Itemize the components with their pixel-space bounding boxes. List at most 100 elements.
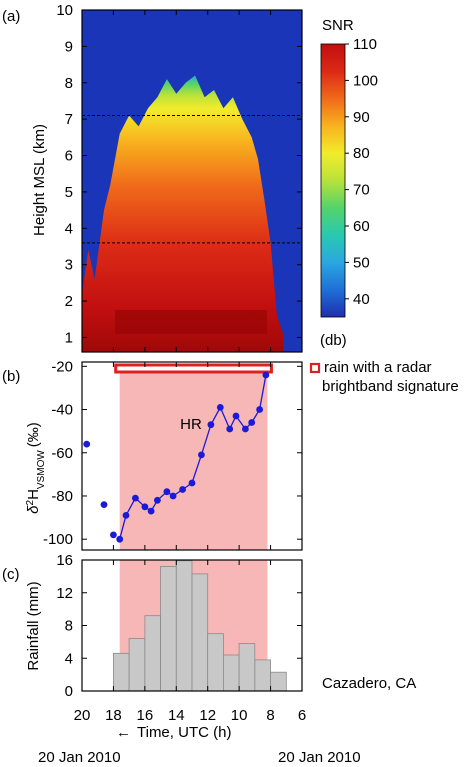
x-axis-label: ← Time, UTC (h) — [116, 724, 231, 741]
panel-b-y-tick-label: -40 — [51, 402, 73, 419]
panel-c-y-tick-label: 12 — [56, 585, 73, 602]
panel-b-frame — [81, 361, 303, 551]
panel-a-y-tick-label: 1 — [65, 329, 73, 346]
x-tick-label: 18 — [105, 707, 122, 724]
date-label-right: 20 Jan 2010 — [278, 749, 361, 766]
panel-b-y-tick-label: -60 — [51, 445, 73, 462]
x-tick-label: 12 — [199, 707, 216, 724]
isotope-point — [154, 496, 161, 504]
ylabel-unit: (‰) — [25, 422, 42, 447]
rainfall-bar — [207, 633, 224, 692]
colorbar-title: SNR — [322, 17, 354, 34]
panel-a-x-ticks — [81, 10, 303, 352]
rainfall-bar — [144, 615, 161, 692]
brightband-marker-bar — [114, 363, 273, 374]
legend-label: rain with a radar brightband signature — [322, 359, 459, 395]
isotope-point — [207, 421, 215, 429]
radar-echo-area — [82, 75, 284, 352]
panel-b-y-tick-label: -100 — [43, 531, 73, 548]
isotope-point — [163, 488, 171, 496]
panel-b-y-ticks: -20 -40 -60 -80 -100 — [43, 358, 302, 548]
isotope-point — [216, 404, 224, 411]
isotope-point — [83, 440, 91, 448]
ylabel-subscript: VSMOW — [36, 450, 47, 489]
panel-c-y-axis-label: Rainfall (mm) — [25, 581, 42, 670]
isotope-point — [248, 419, 256, 426]
panel-a-y-axis-label: Height MSL (km) — [31, 124, 48, 236]
legend-line-2: brightband signature — [322, 378, 459, 395]
colorbar-bar — [320, 43, 346, 318]
ylabel-main: H — [25, 489, 42, 500]
panel-c-label: (c) — [2, 566, 20, 583]
date-label-left: 20 Jan 2010 — [38, 749, 121, 766]
x-tick-label: 6 — [298, 707, 306, 724]
rainfall-bar — [128, 638, 146, 692]
rainfall-bar — [270, 671, 287, 692]
snr-colorbar: SNR 110 100 90 80 70 60 50 40 (db) — [320, 17, 378, 349]
isotope-point — [262, 371, 270, 379]
colorbar-tick-label: 40 — [353, 291, 370, 308]
colorbar-ticks: 110 100 90 80 70 60 50 40 — [345, 36, 378, 308]
colorbar-tick-label: 100 — [353, 72, 378, 89]
panel-c-y-tick-label: 16 — [56, 552, 73, 569]
brightband-shaded-interval — [119, 366, 268, 550]
isotope-point — [147, 507, 155, 515]
panel-c-rainfall-plot: 0 4 8 12 16 20 18 16 14 12 10 8 6 Rainfall (mm) Caz… — [25, 552, 416, 766]
panel-a-y-tick-label: 7 — [65, 111, 73, 128]
rainfall-bars — [113, 560, 287, 692]
rainfall-bar — [113, 652, 130, 692]
legend-swatch — [309, 362, 321, 374]
panel-a-y-tick-label: 8 — [65, 75, 73, 92]
panel-c-y-tick-label: 4 — [65, 650, 73, 667]
panel-a-label: (a) — [2, 8, 20, 25]
isotope-point — [242, 425, 249, 433]
isotope-point — [110, 531, 117, 539]
panel-a-y-tick-label: 6 — [65, 148, 73, 165]
isotope-point — [198, 451, 205, 459]
panel-c-y-tick-label: 8 — [65, 618, 73, 635]
isotope-point — [226, 425, 234, 433]
panel-a-y-tick-label: 4 — [65, 220, 73, 237]
panel-b-isotope-plot: HR -20 -40 -60 -80 -100 δ2HVSMOW (‰) — [25, 358, 303, 551]
isotope-point — [188, 479, 196, 487]
isotope-point — [116, 535, 124, 543]
panel-a-clip-group — [82, 10, 302, 352]
panel-c-y-ticks: 0 4 8 12 16 — [56, 552, 302, 700]
legend-line-1: rain with a radar — [324, 359, 432, 376]
delta-symbol: δ — [25, 505, 42, 514]
x-tick-label: 8 — [266, 707, 274, 724]
legend: rain with a radar brightband signature — [309, 359, 459, 395]
x-tick-label: 14 — [168, 707, 185, 724]
colorbar-tick-label: 110 — [353, 36, 377, 53]
panel-c-y-tick-label: 0 — [65, 683, 73, 700]
panel-a-y-tick-label: 2 — [65, 293, 73, 310]
isotope-point — [122, 512, 130, 519]
x-tick-label: 10 — [231, 707, 248, 724]
isotope-point — [232, 412, 240, 420]
x-tick-label: 16 — [137, 707, 154, 724]
station-annotation: Cazadero, CA — [322, 675, 416, 692]
panel-a-y-tick-label: 5 — [65, 184, 73, 201]
colorbar-tick-label: 50 — [353, 254, 370, 271]
isotope-point — [132, 494, 139, 502]
colorbar-tick-label: 60 — [353, 218, 370, 235]
panel-a-y-ticks: 1 2 3 4 5 6 7 8 9 10 — [56, 2, 302, 346]
rainfall-bar — [222, 654, 240, 692]
isotope-point — [256, 406, 263, 413]
panel-b-y-tick-label: -20 — [51, 358, 73, 375]
ylabel-superscript: 2 — [25, 499, 36, 505]
x-axis-title: Time, UTC (h) — [137, 724, 231, 741]
colorbar-tick-label: 80 — [353, 145, 370, 162]
panel-b-y-tick-label: -80 — [51, 488, 73, 505]
rainfall-bar — [254, 659, 271, 692]
panel-a-y-tick-label: 10 — [56, 2, 73, 19]
panel-b-y-axis-label: δ2HVSMOW (‰) — [25, 422, 47, 514]
panel-a-frame — [81, 9, 303, 353]
x-axis-arrow: ← — [116, 724, 131, 741]
hr-annotation: HR — [180, 416, 202, 433]
rainfall-bar — [238, 643, 256, 692]
rainfall-bar — [160, 566, 177, 692]
colorbar-tick-label: 70 — [353, 182, 370, 199]
rainfall-bar — [191, 573, 209, 692]
